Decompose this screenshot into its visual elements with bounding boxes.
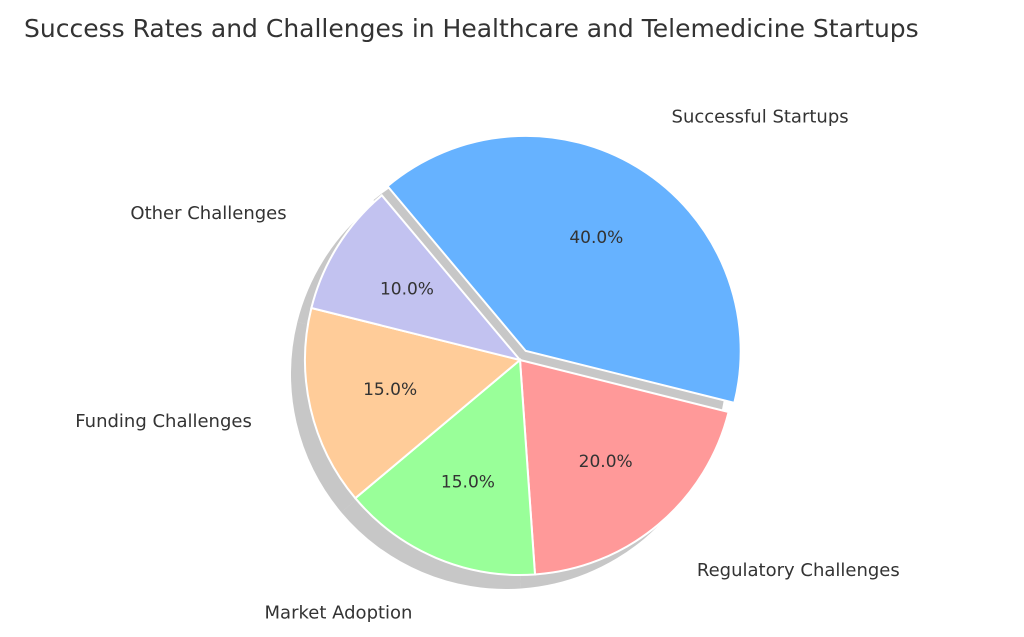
- pie-slice-label: Regulatory Challenges: [697, 560, 900, 581]
- pie-slice-label: Successful Startups: [672, 107, 849, 128]
- pie-slice-label: Funding Challenges: [75, 411, 252, 432]
- pie-slice-percent: 20.0%: [579, 452, 633, 472]
- pie-chart: 40.0% Successful Startups 20.0% Regulatory …: [0, 0, 1024, 637]
- pie-slice-label: Market Adoption: [265, 602, 413, 623]
- pie-slice-percent: 15.0%: [441, 473, 495, 493]
- pie-slice-percent: 15.0%: [363, 380, 417, 400]
- pie-slice-percent: 40.0%: [569, 228, 623, 248]
- pie-slice-percent: 10.0%: [380, 279, 434, 299]
- pie-slice-label: Other Challenges: [130, 203, 286, 224]
